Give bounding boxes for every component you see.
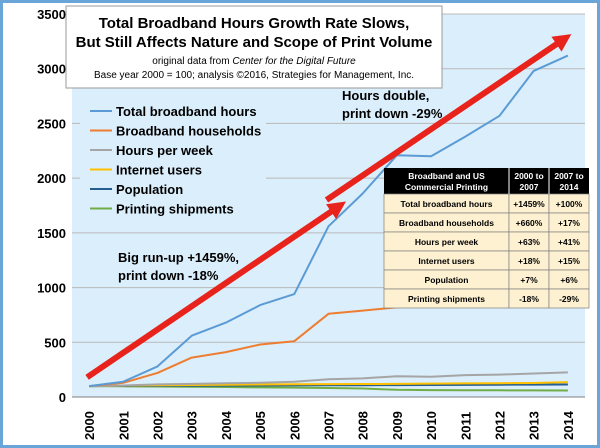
table-cell: +7% [520,275,538,285]
chart-title: Total Broadband Hours Growth Rate Slows, [99,15,410,32]
table-header-cell: 2007 to [554,171,583,181]
series-line-total-broadband-hours [88,54,569,388]
y-axis-ticks: 0 500 1000 1500 2000 2500 3000 3500 [37,7,66,405]
table-cell: Population [425,275,469,285]
table-header-cell: Broadband and US [408,171,485,181]
table-cell: -18% [519,294,539,304]
table-cell: +100% [556,199,583,209]
x-tick-label: 2011 [458,412,473,440]
table-cell: +6% [560,275,578,285]
x-tick-label: 2004 [219,410,234,440]
chart-title-line2: But Still Affects Nature and Scope of Pr… [76,34,433,51]
x-tick-label: 2013 [527,411,542,440]
annotations: Big run-up +1459%, print down -18% Hours d… [118,88,443,283]
chart-subtitle: original data from Center for the Digita… [152,56,356,67]
table-cell: Printing shipments [408,294,485,304]
x-tick-label: 2008 [356,411,371,440]
legend-label: Broadband households [116,124,261,139]
table-cell: +41% [558,237,580,247]
y-tick-label: 0 [59,390,66,405]
y-tick-label: 500 [44,335,66,350]
annotation-text: Big run-up +1459%, [118,250,239,265]
table-cell: +18% [518,256,540,266]
legend-label: Printing shipments [116,202,234,217]
table-cell-bg [548,288,590,309]
x-tick-label: 2010 [424,411,439,440]
table-cell: Total broadband hours [401,199,493,209]
x-tick-label: 2009 [390,411,405,440]
trend-arrow-2 [324,34,572,203]
x-tick-label: 2012 [493,411,508,440]
legend-label: Hours per week [116,143,214,158]
x-tick-label: 2006 [287,411,302,440]
table-cell: Hours per week [415,237,479,247]
y-tick-label: 2000 [37,171,66,186]
x-tick-label: 2014 [561,410,576,440]
series-line-hours-per-week [89,371,568,388]
table-header-cell: Commercial Printing [405,182,488,192]
table-cell: Broadband households [399,218,494,228]
table-cell: +660% [516,218,543,228]
y-tick-label: 3000 [37,62,66,77]
title-box: Total Broadband Hours Growth Rate Slows,… [65,5,443,89]
table-cell: +1459% [513,199,545,209]
annotation-text: Hours double, [342,88,429,103]
x-tick-label: 2005 [253,411,268,440]
y-tick-label: 1500 [37,226,66,241]
trend-arrows [85,34,572,380]
y-tick-label: 1000 [37,281,66,296]
title-box-border [65,5,443,89]
trend-arrow-1 [85,201,346,380]
table-cell: +17% [558,218,580,228]
x-tick-label: 2007 [322,411,337,440]
table-header-cell: 2007 [520,182,539,192]
x-tick-label: 2003 [185,411,200,440]
table-header-cell: 2000 to [514,171,543,181]
table-header-bg [384,168,589,194]
legend-label: Total broadband hours [116,104,257,119]
legend: Total broadband hours Broadband household… [80,100,266,217]
table-cell: Internet users [418,256,474,266]
subtitle-prefix: original data from [152,56,232,67]
subtitle-source: Center for the Digital Future [232,56,356,67]
y-tick-label: 3500 [37,7,66,22]
y-tick-label: 2500 [37,116,66,131]
chart-subtitle-line2: Base year 2000 = 100; analysis ©2016, St… [94,70,414,81]
x-axis-ticks: 2000 2001 2002 2003 2004 2005 2006 2007 2008 2009… [82,410,576,440]
annotation-text: print down -29% [342,106,443,121]
annotation-text: print down -18% [118,268,219,283]
table-cell: +63% [518,237,540,247]
legend-label: Population [116,182,183,197]
table-cell: -29% [559,294,579,304]
x-tick-label: 2000 [82,411,97,440]
legend-label: Internet users [116,163,202,178]
x-tick-label: 2001 [116,411,131,440]
table-header-cell: 2014 [560,182,579,192]
legend-box [80,100,266,216]
table-cell: +15% [558,256,580,266]
x-tick-label: 2002 [151,411,166,440]
